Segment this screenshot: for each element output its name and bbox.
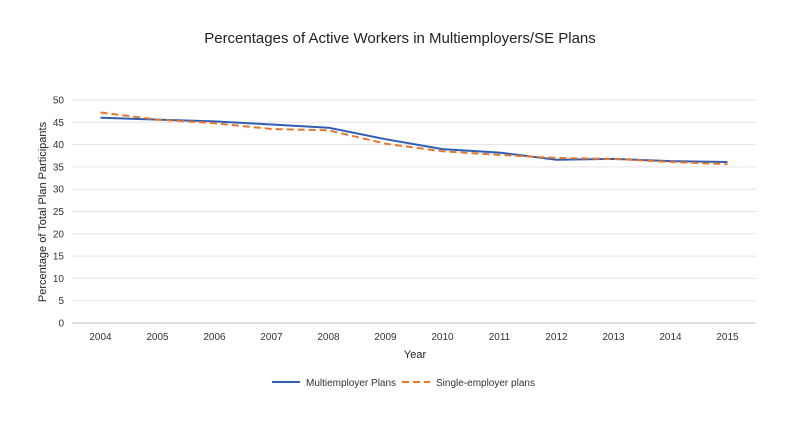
legend-label-single-employer: Single-employer plans (436, 378, 535, 389)
series-line-single-employer (100, 111, 728, 166)
y-axis-label: Percentage of Total Plan Participants (37, 121, 49, 302)
x-tick-label: 2010 (431, 332, 454, 343)
y-axis-ticks: 0 5 10 15 20 25 30 35 40 45 50 (53, 96, 65, 330)
x-tick-label: 2014 (659, 332, 682, 343)
y-tick-label: 25 (53, 207, 65, 218)
y-tick-label: 45 (53, 118, 65, 129)
y-tick-label: 35 (53, 162, 65, 173)
legend: Multiemployer Plans Single-employer plan… (272, 378, 535, 389)
x-tick-label: 2009 (374, 332, 397, 343)
x-tick-label: 2005 (146, 332, 169, 343)
y-tick-label: 0 (58, 319, 64, 330)
x-tick-label: 2011 (489, 332, 511, 343)
x-tick-label: 2008 (317, 332, 340, 343)
series-lines (100, 111, 728, 166)
gridlines (72, 99, 756, 324)
x-tick-label: 2013 (602, 332, 625, 343)
y-tick-label: 20 (53, 229, 65, 240)
x-axis-label: Year (404, 349, 427, 361)
legend-label-multiemployer: Multiemployer Plans (306, 378, 396, 389)
x-tick-label: 2004 (89, 332, 112, 343)
chart-title: Percentages of Active Workers in Multiem… (204, 30, 596, 47)
x-tick-label: 2015 (716, 332, 739, 343)
y-tick-label: 50 (53, 96, 65, 107)
x-axis-ticks: 2004 2005 2006 2007 2008 2009 2010 2011 2012 2013… (89, 332, 739, 343)
y-tick-label: 30 (53, 185, 65, 196)
y-tick-label: 40 (53, 140, 65, 151)
series-line-multiemployer (100, 116, 728, 163)
x-tick-label: 2007 (260, 332, 283, 343)
x-tick-label: 2006 (203, 332, 226, 343)
y-tick-label: 10 (53, 274, 65, 285)
y-tick-label: 5 (58, 296, 64, 307)
y-tick-label: 15 (53, 252, 65, 263)
x-tick-label: 2012 (545, 332, 568, 343)
